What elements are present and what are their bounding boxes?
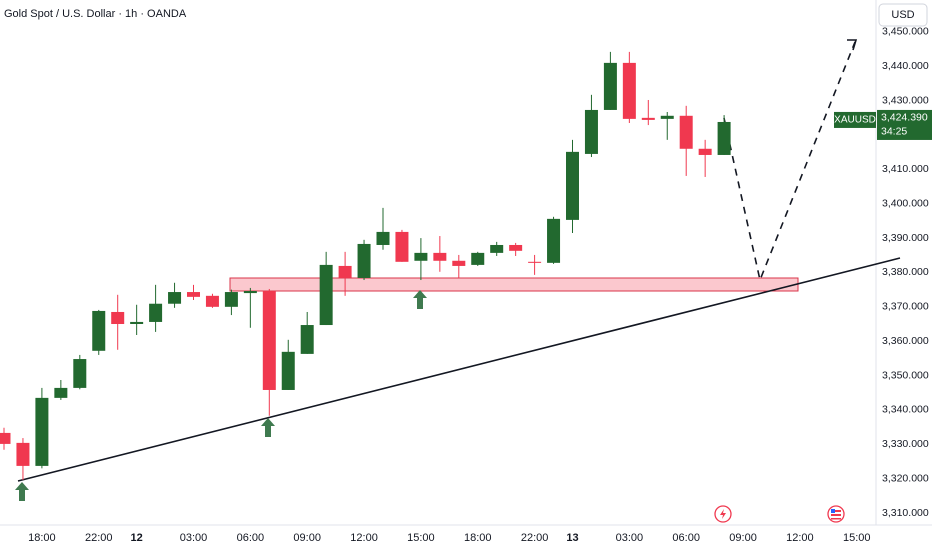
y-tick-label: 3,380.000 xyxy=(882,266,929,278)
x-tick-label: 22:00 xyxy=(521,532,549,544)
candle-body xyxy=(149,303,163,322)
x-tick-label: 03:00 xyxy=(180,532,208,544)
x-tick-label: 15:00 xyxy=(843,532,871,544)
x-tick-label: 12:00 xyxy=(786,532,814,544)
candle-body xyxy=(111,311,125,325)
candle-body xyxy=(717,121,731,155)
symbol-label: XAUUSD xyxy=(834,115,876,126)
symbol-tag xyxy=(834,111,876,128)
candle-body xyxy=(698,148,712,155)
candle-body xyxy=(357,243,371,278)
candle-body xyxy=(584,109,598,154)
candle-body xyxy=(509,244,523,251)
candle-body xyxy=(433,252,447,261)
projection-path xyxy=(723,41,856,283)
y-tick-label: 3,330.000 xyxy=(882,438,929,450)
candle-body xyxy=(187,292,200,297)
candle-body xyxy=(338,265,352,278)
x-tick-label: 03:00 xyxy=(616,532,644,544)
candle-body xyxy=(547,218,561,263)
up-arrow xyxy=(15,482,29,501)
chart-title: Gold Spot / U.S. Dollar · 1h · OANDA xyxy=(4,8,187,20)
candle-body xyxy=(281,351,295,390)
candle-body xyxy=(376,231,390,245)
x-tick-label: 12:00 xyxy=(350,532,378,544)
support-zone xyxy=(229,277,799,292)
x-tick-label: 18:00 xyxy=(464,532,492,544)
y-tick-label: 3,310.000 xyxy=(882,507,929,519)
price-tag xyxy=(877,109,932,140)
candle-body xyxy=(528,261,542,263)
candle-body xyxy=(130,321,144,325)
event-flag-icon[interactable] xyxy=(827,505,845,523)
candle-body xyxy=(603,62,617,110)
candle-body xyxy=(319,264,333,326)
x-tick-label: 15:00 xyxy=(407,532,435,544)
candle-body xyxy=(490,244,504,253)
x-tick-label: 22:00 xyxy=(85,532,113,544)
trend-line xyxy=(17,257,901,482)
candle-body xyxy=(92,310,106,351)
x-tick-label: 13 xyxy=(566,532,578,544)
y-tick-label: 3,320.000 xyxy=(882,472,929,484)
candle-body xyxy=(660,115,674,119)
candle-body xyxy=(54,387,68,398)
price-label: 3,424.390 xyxy=(881,112,928,124)
candle-body xyxy=(262,291,276,390)
candle-body xyxy=(679,115,693,149)
candle-body xyxy=(471,252,485,265)
y-tick-label: 3,390.000 xyxy=(882,232,929,244)
countdown-label: 34:25 xyxy=(881,126,907,138)
candle-body xyxy=(452,260,466,266)
x-tick-label: 09:00 xyxy=(729,532,757,544)
candle-body xyxy=(300,325,314,354)
candle-body xyxy=(622,62,636,119)
candle-body xyxy=(395,231,409,262)
y-tick-label: 3,430.000 xyxy=(882,94,929,106)
y-tick-label: 3,400.000 xyxy=(882,198,929,210)
candle-body xyxy=(205,295,219,307)
candle-body xyxy=(566,151,579,220)
projection-arrowhead xyxy=(847,39,858,51)
y-tick-label: 3,450.000 xyxy=(882,26,929,38)
candle-body xyxy=(0,432,11,444)
y-tick-label: 3,360.000 xyxy=(882,335,929,347)
up-arrow xyxy=(413,290,427,309)
y-tick-label: 3,410.000 xyxy=(882,163,929,175)
x-tick-label: 06:00 xyxy=(672,532,700,544)
plot xyxy=(0,39,901,501)
currency-button[interactable] xyxy=(878,3,928,27)
x-tick-label: 18:00 xyxy=(28,532,56,544)
candle-body xyxy=(641,117,655,120)
candle-body xyxy=(73,359,87,388)
x-tick-label: 06:00 xyxy=(237,532,265,544)
candle-body xyxy=(224,292,238,307)
y-tick-label: 3,340.000 xyxy=(882,404,929,416)
y-tick-label: 3,440.000 xyxy=(882,60,929,72)
candle-body xyxy=(414,252,428,261)
y-tick-label: 3,370.000 xyxy=(882,301,929,313)
up-arrow xyxy=(261,418,275,437)
candle-body xyxy=(35,397,49,466)
y-tick-label: 3,350.000 xyxy=(882,369,929,381)
candle-body xyxy=(16,442,30,466)
event-icon[interactable] xyxy=(714,505,732,523)
x-tick-label: 12 xyxy=(131,532,143,544)
candle-body xyxy=(243,291,257,294)
candle-body xyxy=(168,292,182,304)
currency-label[interactable]: USD xyxy=(891,9,914,21)
x-tick-label: 09:00 xyxy=(293,532,321,544)
